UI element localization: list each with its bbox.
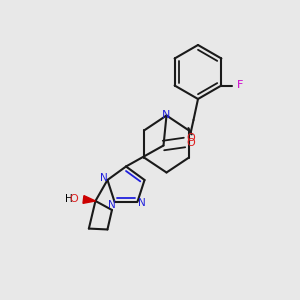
Text: N: N bbox=[138, 198, 146, 208]
Text: O: O bbox=[187, 137, 196, 148]
Polygon shape bbox=[83, 196, 95, 203]
Text: O: O bbox=[186, 133, 195, 143]
Text: N: N bbox=[108, 200, 116, 210]
Text: F: F bbox=[237, 80, 244, 91]
Text: N: N bbox=[162, 110, 171, 121]
Text: H: H bbox=[65, 194, 73, 205]
Text: O: O bbox=[70, 194, 78, 205]
Text: N: N bbox=[100, 173, 108, 184]
